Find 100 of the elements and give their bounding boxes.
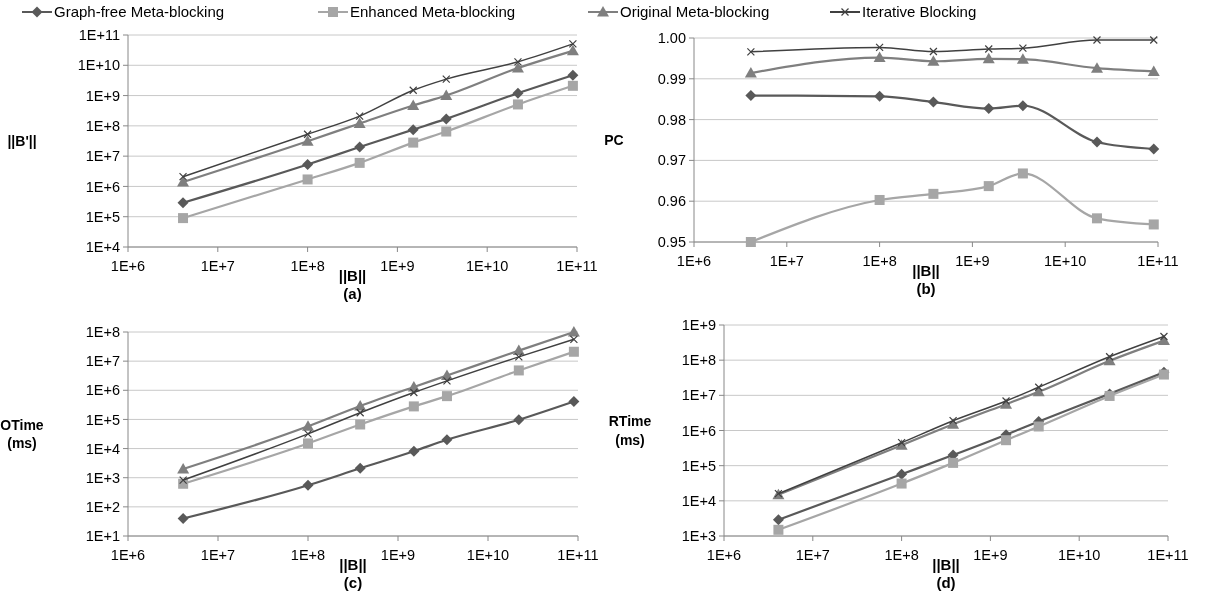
point — [875, 43, 884, 52]
y-tick-label: 1E+5 — [85, 411, 120, 428]
y-tick-label: 1E+6 — [681, 422, 716, 439]
point — [874, 90, 886, 102]
x-tick-label: 1E+9 — [973, 547, 1008, 563]
point — [984, 44, 993, 54]
point — [301, 135, 314, 146]
y-tick-label: 0.97 — [657, 152, 686, 169]
text: (b) — [916, 280, 936, 297]
x-tick-label: 1E+7 — [200, 547, 236, 563]
point — [1091, 213, 1102, 224]
y-tick-label: 1E+4 — [85, 239, 120, 256]
y-tick-label: 1E+4 — [85, 440, 120, 457]
point — [303, 438, 313, 449]
y-tick-label: 0.99 — [657, 70, 686, 87]
x-tick-label: 1E+8 — [290, 258, 325, 274]
y-tick-label: 1E+3 — [85, 469, 120, 486]
x-tick-label: 1E+9 — [380, 258, 415, 274]
x-tick-label: 1E+11 — [556, 258, 598, 274]
point — [409, 86, 418, 95]
point — [929, 47, 938, 56]
y-tick-label: 1E+4 — [681, 492, 716, 509]
text: (d) — [936, 574, 956, 591]
x-tick-label: 1E+10 — [466, 547, 510, 563]
point — [567, 80, 578, 91]
point — [355, 112, 364, 121]
text: (c) — [343, 574, 363, 591]
point — [354, 141, 366, 153]
point — [567, 326, 580, 337]
x-tick-label: 1E+10 — [466, 258, 509, 274]
point — [927, 96, 939, 108]
point — [873, 51, 886, 63]
legend-label: Enhanced Meta-blocking — [350, 3, 516, 20]
point — [513, 57, 523, 66]
x-tick-label: 1E+11 — [1137, 253, 1179, 269]
y-tick-label: 0.98 — [657, 111, 686, 128]
point — [874, 194, 885, 205]
y-tick-label: 1E+3 — [681, 528, 716, 545]
point — [407, 99, 420, 110]
x-axis-title: ||B|| — [338, 267, 367, 284]
point — [948, 457, 959, 468]
y-tick-label: 1E+6 — [85, 382, 120, 399]
legend-label: Iterative Blocking — [862, 3, 977, 20]
point — [568, 396, 580, 408]
y-tick-label: 1E+8 — [85, 117, 120, 134]
point — [408, 137, 419, 148]
point — [302, 174, 313, 185]
point — [511, 62, 524, 73]
point — [982, 52, 995, 64]
point — [407, 124, 419, 136]
point — [983, 103, 995, 115]
point — [569, 335, 578, 344]
legend-label: Graph-free Meta-blocking — [54, 3, 225, 20]
x-tick-label: 1E+6 — [110, 547, 146, 563]
y-tick-label: 0.95 — [657, 234, 686, 251]
point — [948, 416, 958, 425]
point — [566, 44, 579, 56]
y-axis-title: PC — [604, 131, 624, 148]
point — [514, 352, 523, 361]
text: (a) — [343, 285, 362, 302]
point — [567, 69, 579, 81]
y-tick-label: 1E+1 — [85, 528, 120, 545]
x-tick-label: 1E+11 — [557, 547, 599, 563]
point — [928, 188, 939, 199]
y-tick-label: 1E+5 — [85, 208, 120, 225]
x-tick-label: 1E+7 — [795, 547, 830, 563]
point — [409, 388, 418, 397]
point — [408, 445, 420, 457]
point — [1091, 136, 1103, 148]
y-tick-label: 1E+2 — [85, 498, 120, 515]
y-tick-label: 1.00 — [657, 30, 686, 47]
point — [1090, 62, 1103, 73]
x-tick-label: 1E+9 — [380, 547, 416, 563]
point — [408, 401, 419, 412]
y-axis-title: ||B'|| — [7, 132, 37, 149]
point — [303, 130, 312, 139]
point — [302, 158, 314, 170]
x-tick-label: 1E+8 — [862, 253, 897, 269]
y-tick-label: 1E+9 — [85, 87, 120, 104]
x-axis-title: ||B|| — [339, 556, 367, 573]
point — [512, 99, 523, 110]
x-axis-title: ||B|| — [932, 556, 960, 573]
point — [354, 157, 365, 168]
y-tick-label: 1E+6 — [85, 178, 120, 195]
x-tick-label: 1E+11 — [1147, 547, 1189, 563]
point — [354, 462, 366, 474]
point — [1159, 332, 1169, 341]
point — [513, 414, 525, 426]
y-tick-label: 1E+9 — [681, 317, 716, 334]
point — [568, 346, 579, 357]
point — [1149, 35, 1158, 45]
point — [302, 420, 314, 431]
point — [1092, 35, 1102, 45]
point — [1001, 435, 1012, 446]
point — [356, 408, 365, 417]
point — [927, 55, 940, 66]
point — [1148, 143, 1160, 155]
x-tick-label: 1E+6 — [110, 258, 146, 274]
y-tick-label: 1E+7 — [681, 387, 716, 404]
y-tick-label: 1E+8 — [681, 352, 716, 369]
